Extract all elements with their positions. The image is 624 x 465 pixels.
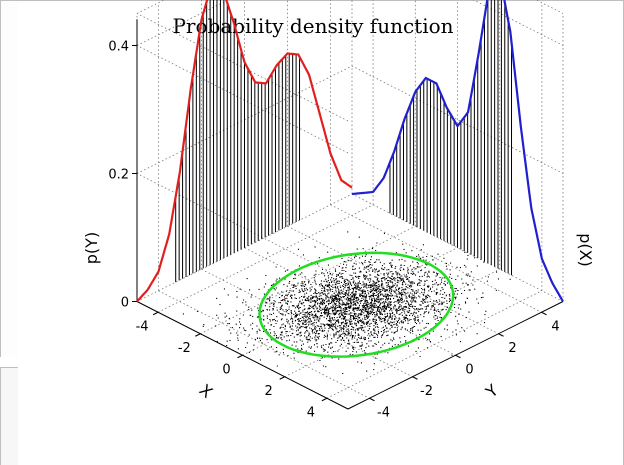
y-tick-label: -2 <box>420 384 433 399</box>
z-label-left: p(Y) <box>82 232 101 264</box>
x-tick-label: -2 <box>178 341 191 356</box>
grid-line <box>201 268 413 378</box>
grid-line <box>200 225 416 335</box>
x-tick <box>279 376 285 380</box>
grid-line <box>242 247 458 356</box>
y-tick-label: 4 <box>551 319 559 334</box>
pdf-curve-x <box>351 0 564 303</box>
confidence-ellipse <box>258 251 455 358</box>
y-tick <box>369 397 375 402</box>
ellipse-curve <box>258 251 455 358</box>
x-tick-label: 0 <box>222 362 230 377</box>
x-axis-label: X <box>196 380 217 402</box>
y-tick-label: -4 <box>377 405 390 420</box>
x-tick-label: 4 <box>307 405 315 420</box>
x-tick <box>195 333 201 337</box>
y-tick <box>541 311 547 316</box>
window-frame-left-lower <box>0 367 18 465</box>
grid-line <box>284 268 500 378</box>
z-tick-label: 0.2 <box>108 168 129 183</box>
window-frame-left <box>0 0 18 357</box>
grid-line <box>326 290 543 399</box>
pdf-curve-y <box>136 0 353 303</box>
grid-line <box>157 204 374 313</box>
grid <box>136 0 564 410</box>
tick-labels: -4 -2 0 2 4 -4 -2 0 2 4 0 0.2 0.4 <box>108 40 559 421</box>
z-label-right: p(X) <box>576 233 595 267</box>
marginal-pdfs <box>136 0 564 303</box>
chart-title: Probability density function <box>172 14 454 38</box>
grid-line <box>136 13 349 122</box>
grid-line <box>136 45 349 154</box>
window-frame-top <box>18 0 624 1</box>
y-tick <box>455 354 461 359</box>
x-tick-label: -4 <box>136 319 149 334</box>
y-tick-label: 0 <box>465 362 473 377</box>
axes <box>132 19 564 410</box>
x-tick <box>321 397 328 402</box>
grid-line <box>136 193 564 302</box>
y-tick <box>498 333 504 337</box>
grid-line <box>136 0 564 46</box>
x-tick-label: 2 <box>265 384 273 399</box>
y-tick-label: 2 <box>508 341 516 356</box>
grid-line <box>136 0 564 14</box>
grid-line <box>136 173 349 282</box>
grid-line <box>287 225 499 335</box>
grid-line <box>158 290 370 399</box>
grid-line <box>330 204 542 313</box>
y-axis-label: Y <box>481 380 502 402</box>
z-tick-label: 0 <box>121 296 129 311</box>
z-tick-label: 0.4 <box>108 40 129 55</box>
x-tick <box>237 354 243 359</box>
x-tick <box>152 311 159 316</box>
grid-line <box>136 65 564 174</box>
y-tick <box>412 376 418 380</box>
